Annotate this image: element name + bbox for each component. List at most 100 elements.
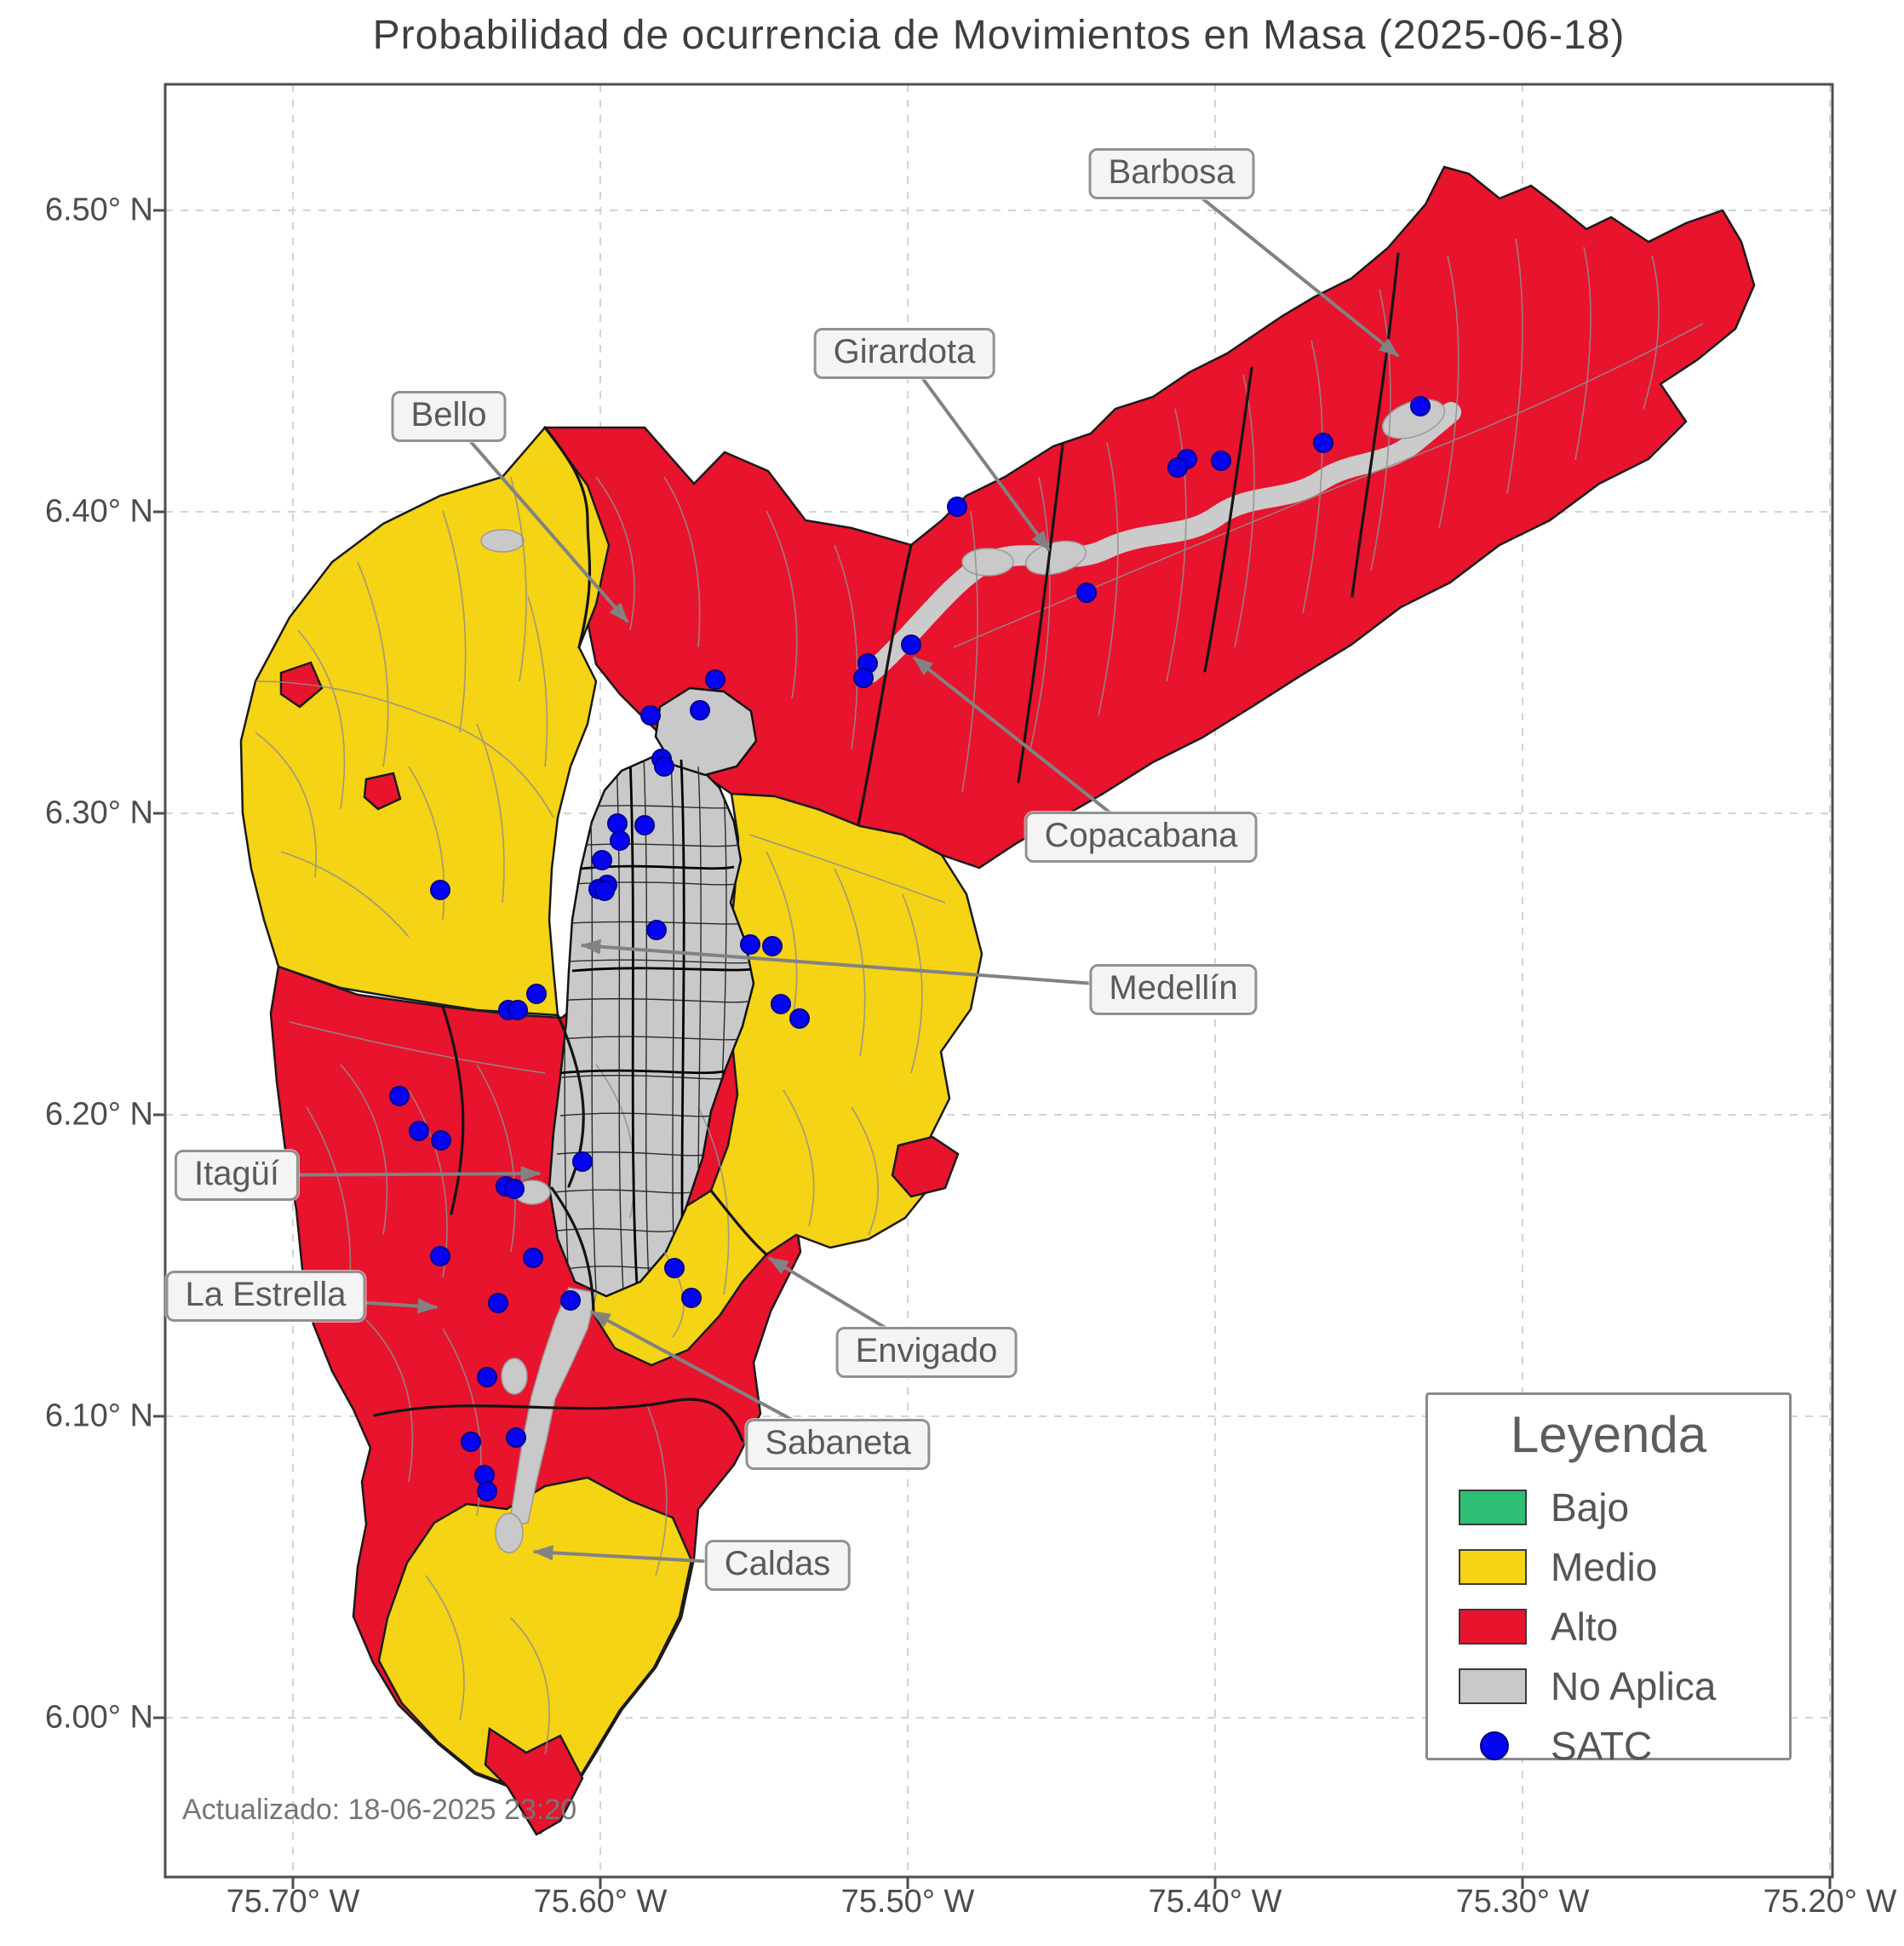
callout-medellin: Medellín (1089, 964, 1258, 1015)
callout-copacabana: Copacabana (1024, 812, 1258, 863)
y-axis-tick-label: 6.30° N (44, 795, 153, 831)
satc-station-dot (431, 1130, 451, 1151)
satc-station-dot (901, 634, 921, 655)
callout-arrow (1170, 172, 1400, 358)
legend-item-label: Alto (1551, 1604, 1619, 1649)
page-title: Probabilidad de ocurrencia de Movimiento… (372, 13, 1626, 58)
region-noaplica-pocket (495, 1513, 524, 1553)
y-axis-tick-label: 6.10° N (44, 1398, 153, 1434)
legend-item-label: Medio (1551, 1545, 1658, 1589)
satc-station-dot (504, 1179, 525, 1199)
satc-station-dot (508, 1000, 528, 1020)
region-alto-west-patch (363, 772, 402, 811)
satc-station-dot (610, 830, 630, 851)
region-medio-east (590, 792, 984, 1367)
legend-satc-dot (1480, 1731, 1509, 1760)
satc-station-dot (389, 1086, 410, 1106)
region-noaplica-pocket (480, 529, 525, 553)
legend-color-swatch (1459, 1668, 1527, 1704)
satc-station-dot (477, 1367, 497, 1387)
satc-station-dot (430, 1246, 450, 1266)
x-axis-tick-label: 75.30° W (1455, 1884, 1590, 1920)
satc-dot-layer (389, 396, 1431, 1501)
satc-station-dot (947, 497, 967, 517)
callout-arrow (903, 352, 1051, 552)
legend-item-alto: Alto (1428, 1597, 1789, 1656)
satc-station-dot (690, 700, 710, 720)
callout-la-estrella: La Estrella (165, 1271, 366, 1322)
x-axis-tick-label: 75.20° W (1763, 1884, 1897, 1920)
x-axis-tick-label: 75.50° W (840, 1884, 975, 1920)
y-axis-tick-label: 6.20° N (44, 1096, 153, 1133)
legend-item-no-aplica: No Aplica (1428, 1656, 1789, 1716)
satc-station-dot (654, 756, 674, 777)
region-alto-west-patch (279, 661, 324, 709)
satc-station-dot (789, 1008, 810, 1029)
satc-station-dot (560, 1290, 581, 1311)
x-axis-tick-label: 75.60° W (533, 1884, 668, 1920)
satc-station-dot (1167, 457, 1188, 478)
satc-station-dot (740, 934, 760, 955)
satc-station-dot (646, 920, 667, 940)
vereda-lines-arm (595, 238, 1704, 793)
y-axis-tick-label: 6.50° N (44, 192, 153, 228)
satc-station-dot (430, 880, 450, 900)
y-axis-tick-label: 6.40° N (44, 493, 153, 530)
legend-item-satc: SATC (1428, 1716, 1789, 1776)
legend-items: Bajo Medio Alto No Aplica SATC (1428, 1478, 1789, 1776)
legend-item-label: SATC (1551, 1724, 1653, 1768)
region-alto-east-patch (891, 1135, 960, 1198)
callout-sabaneta: Sabaneta (745, 1419, 931, 1470)
callout-arrow (447, 415, 629, 623)
plot-frame (163, 83, 1834, 1879)
legend-item-bajo: Bajo (1428, 1478, 1789, 1537)
callout-arrow (912, 656, 1143, 839)
updated-timestamp: Actualizado: 18-06-2025 23:20 (182, 1794, 577, 1826)
satc-station-dot (526, 984, 547, 1004)
region-noaplica-pocket (961, 548, 1014, 577)
vereda-lines-west (255, 476, 554, 938)
satc-station-dot (572, 1151, 593, 1172)
callout-itagui: Itagüí (174, 1150, 300, 1201)
satc-station-dot (771, 994, 791, 1014)
callout-arrow (580, 939, 1174, 991)
satc-station-dot (1076, 583, 1097, 603)
satc-station-dot (592, 850, 612, 870)
callout-bello: Bello (391, 391, 507, 442)
legend-item-label: Bajo (1551, 1485, 1630, 1530)
satc-station-dot (461, 1432, 481, 1452)
vereda-lines-south (289, 1021, 730, 1755)
satc-station-dot (664, 1258, 685, 1278)
satc-station-dot (607, 813, 628, 834)
callout-girardota: Girardota (813, 328, 995, 379)
satc-station-dot (594, 881, 615, 901)
y-axis-tick-label: 6.00° N (44, 1699, 153, 1736)
satc-station-dot (853, 668, 874, 688)
satc-station-dot (1313, 433, 1333, 453)
vereda-lines-east (663, 834, 946, 1338)
callout-caldas: Caldas (704, 1540, 851, 1591)
satc-station-dot (409, 1121, 429, 1141)
legend-title: Leyenda (1510, 1406, 1707, 1463)
satc-station-dot (477, 1481, 497, 1501)
x-axis-tick-label: 75.40° W (1148, 1884, 1282, 1920)
satc-station-dot (506, 1427, 526, 1448)
satc-station-dot (705, 669, 725, 690)
legend-item-label: No Aplica (1551, 1664, 1717, 1708)
satc-station-dot (488, 1293, 508, 1313)
legend-color-swatch (1459, 1609, 1527, 1645)
x-axis-tick-label: 75.70° W (226, 1884, 360, 1920)
satc-station-dot (634, 815, 655, 835)
callout-barbosa: Barbosa (1088, 148, 1255, 199)
legend: Leyenda Bajo Medio Alto No Aplica SATC (1425, 1392, 1792, 1768)
satc-station-dot (640, 705, 661, 726)
callout-envigado: Envigado (835, 1327, 1018, 1378)
municipal-boundaries (373, 252, 1400, 1443)
region-alto-bottom-tip (484, 1726, 584, 1836)
legend-color-swatch (1459, 1490, 1527, 1525)
river-ne-arm (860, 402, 1461, 683)
legend-item-medio: Medio (1428, 1537, 1789, 1597)
region-noaplica-pocket (501, 1358, 528, 1395)
